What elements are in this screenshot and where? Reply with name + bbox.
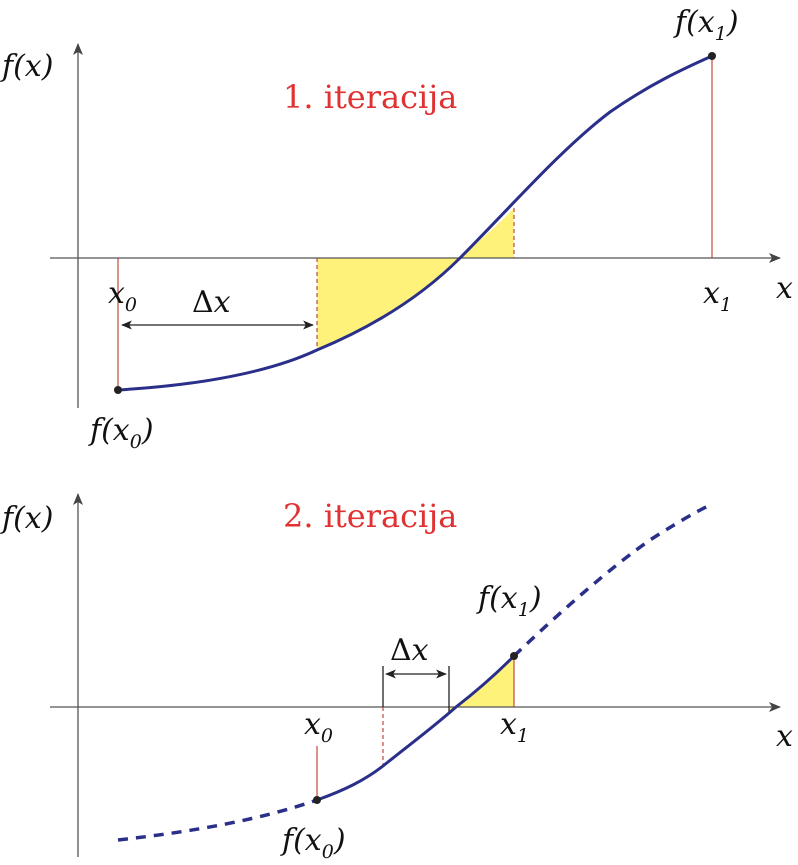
fx1-label: f(x1) (673, 5, 739, 45)
x-axis-label: x (776, 271, 793, 306)
point-f-x1 (510, 652, 518, 660)
point-f-x0 (313, 796, 321, 804)
function-curve-extension-right (512, 504, 709, 658)
highlight-area-right (456, 656, 514, 707)
x0-label: x0 (304, 707, 333, 747)
highlight-area-right (460, 208, 514, 258)
point-f-x0 (114, 386, 122, 394)
delta-x-label: Δx (390, 633, 429, 668)
x1-label: x1 (500, 707, 529, 747)
highlight-area-left (317, 258, 460, 350)
function-curve-extension-left (117, 798, 318, 842)
delta-x-label: Δx (192, 285, 231, 320)
panel-2: 2. iteracija f(x) x x0 x1 f(x0) f(x1) Δx (0, 493, 793, 863)
point-f-x1 (708, 52, 716, 60)
fx0-label: f(x0) (280, 823, 346, 863)
function-curve (316, 654, 516, 802)
iteration-title: 1. iteracija (283, 78, 457, 116)
y-axis-label: f(x) (0, 501, 53, 536)
iteration-title: 2. iteracija (283, 497, 457, 535)
x-axis-label: x (776, 719, 793, 754)
function-curve (117, 54, 713, 392)
x1-label: x1 (703, 276, 732, 316)
y-axis-label: f(x) (0, 49, 53, 84)
panel-1: 1. iteracija f(x) x x0 x1 f(x0) f(x1) Δx (0, 5, 793, 453)
x0-label: x0 (108, 276, 137, 316)
fx1-label: f(x1) (476, 581, 542, 621)
fx0-label: f(x0) (88, 413, 154, 453)
